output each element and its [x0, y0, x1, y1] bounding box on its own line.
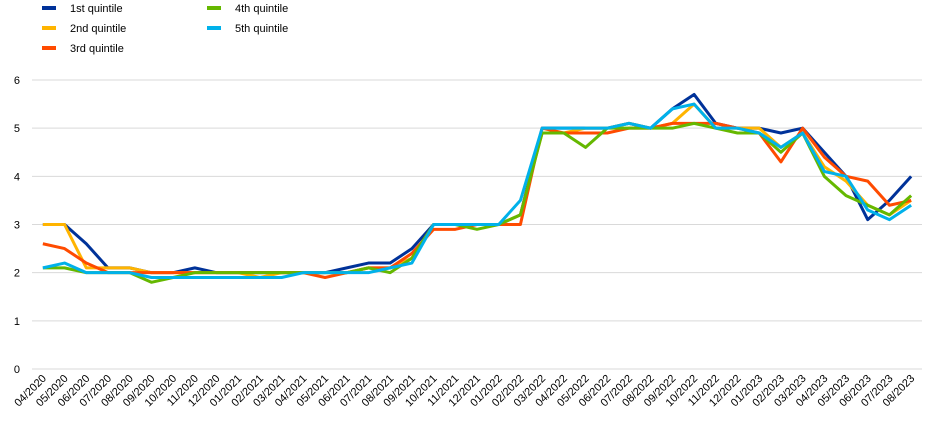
y-tick-label: 1 — [14, 316, 20, 328]
legend-label: 3rd quintile — [70, 43, 124, 55]
y-tick-label: 2 — [14, 268, 20, 280]
y-tick-label: 6 — [14, 75, 20, 87]
series-line — [42, 102, 912, 279]
series-line — [42, 102, 912, 279]
y-tick-label: 5 — [14, 123, 20, 135]
y-tick-label: 0 — [14, 364, 20, 376]
legend-label: 5th quintile — [235, 23, 288, 35]
series-line — [42, 92, 913, 275]
legend-label: 1st quintile — [70, 3, 123, 15]
legend-label: 2nd quintile — [70, 23, 126, 35]
y-tick-label: 4 — [14, 171, 20, 183]
y-tick-label: 3 — [14, 220, 20, 232]
legend-label: 4th quintile — [235, 3, 288, 15]
